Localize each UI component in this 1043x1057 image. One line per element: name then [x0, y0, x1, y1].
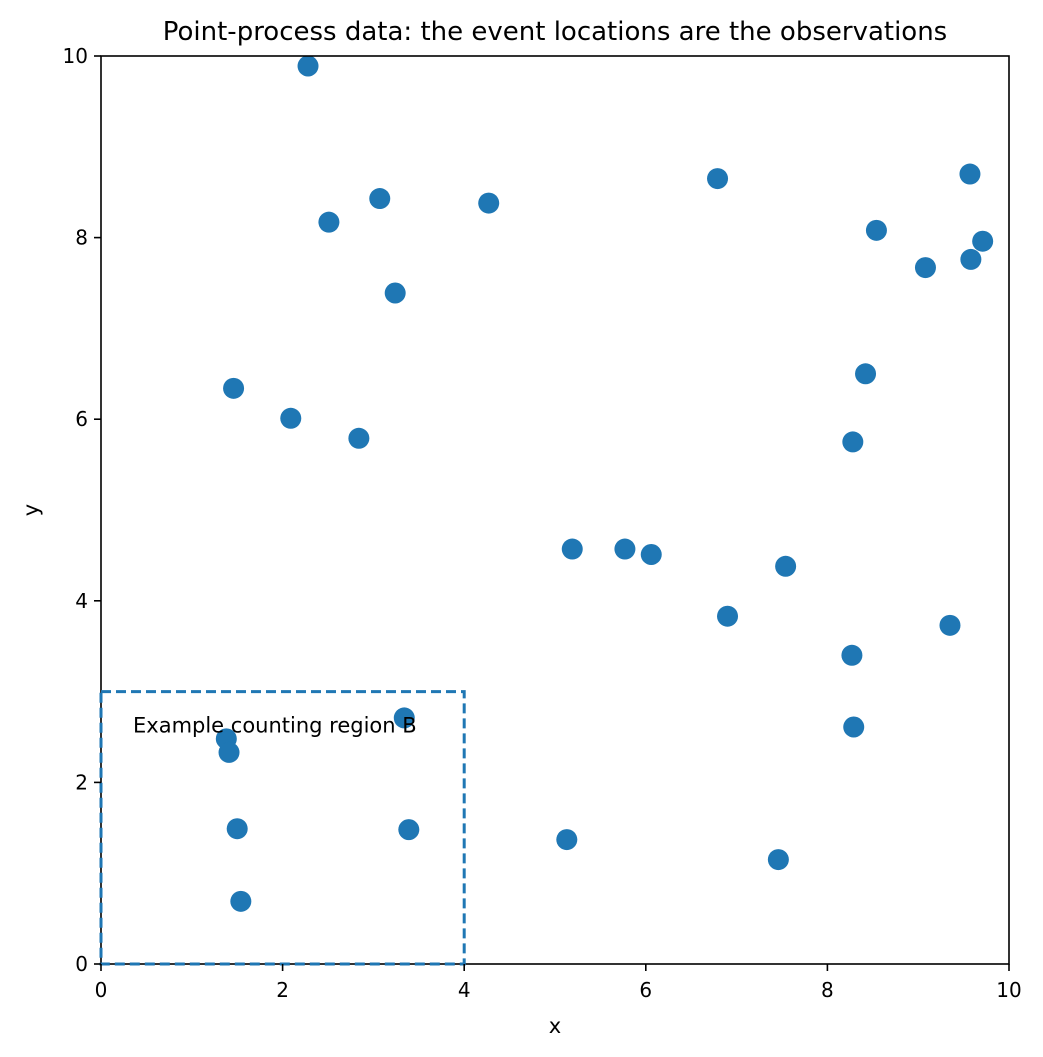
scatter-point: [959, 163, 981, 185]
scatter-point: [843, 716, 865, 738]
counting-region-label: Example counting region B: [133, 714, 417, 738]
y-tick-label: 0: [75, 952, 88, 976]
scatter-point: [280, 407, 302, 429]
x-tick-label: 4: [458, 978, 471, 1002]
scatter-point: [855, 363, 877, 385]
x-tick-label: 10: [996, 978, 1021, 1002]
scatter-point: [707, 168, 729, 190]
scatter-point: [230, 890, 252, 912]
y-axis: 0 2 4 6 8 10: [63, 44, 101, 976]
scatter-point: [556, 829, 578, 851]
scatter-point: [297, 55, 319, 77]
scatter-point: [775, 555, 797, 577]
scatter-point: [218, 741, 240, 763]
y-tick-label: 6: [75, 407, 88, 431]
scatter-point: [717, 605, 739, 627]
scatter-point: [226, 818, 248, 840]
scatter-point: [393, 707, 415, 729]
y-tick-label: 2: [75, 770, 88, 794]
x-axis-label: x: [549, 1014, 561, 1038]
x-tick-label: 0: [95, 978, 108, 1002]
chart-title: Point-process data: the event locations …: [163, 17, 947, 47]
scatter-point: [561, 538, 583, 560]
scatter-point: [841, 644, 863, 666]
scatter-point: [223, 377, 245, 399]
scatter-point: [939, 614, 961, 636]
scatter-point: [960, 248, 982, 270]
scatter-point: [842, 431, 864, 453]
scatter-point: [972, 230, 994, 252]
scatter-point: [865, 219, 887, 241]
scatter-point: [384, 282, 406, 304]
x-tick-label: 2: [276, 978, 289, 1002]
y-axis-label: y: [19, 504, 43, 516]
x-tick-label: 8: [821, 978, 834, 1002]
scatter-point: [398, 819, 420, 841]
scatter-point: [914, 257, 936, 279]
y-tick-label: 8: [75, 226, 88, 250]
y-tick-label: 10: [63, 44, 88, 68]
x-tick-label: 6: [639, 978, 652, 1002]
scatter-point: [640, 543, 662, 565]
scatter-points: [215, 55, 994, 912]
scatter-point: [318, 211, 340, 233]
scatter-point: [767, 849, 789, 871]
x-axis: 0 2 4 6 8 10: [95, 964, 1022, 1002]
scatter-point: [614, 538, 636, 560]
scatter-point: [369, 188, 391, 210]
scatter-point: [348, 427, 370, 449]
scatter-point: [478, 192, 500, 214]
plot-frame: [100, 55, 1010, 965]
y-tick-label: 4: [75, 589, 88, 613]
